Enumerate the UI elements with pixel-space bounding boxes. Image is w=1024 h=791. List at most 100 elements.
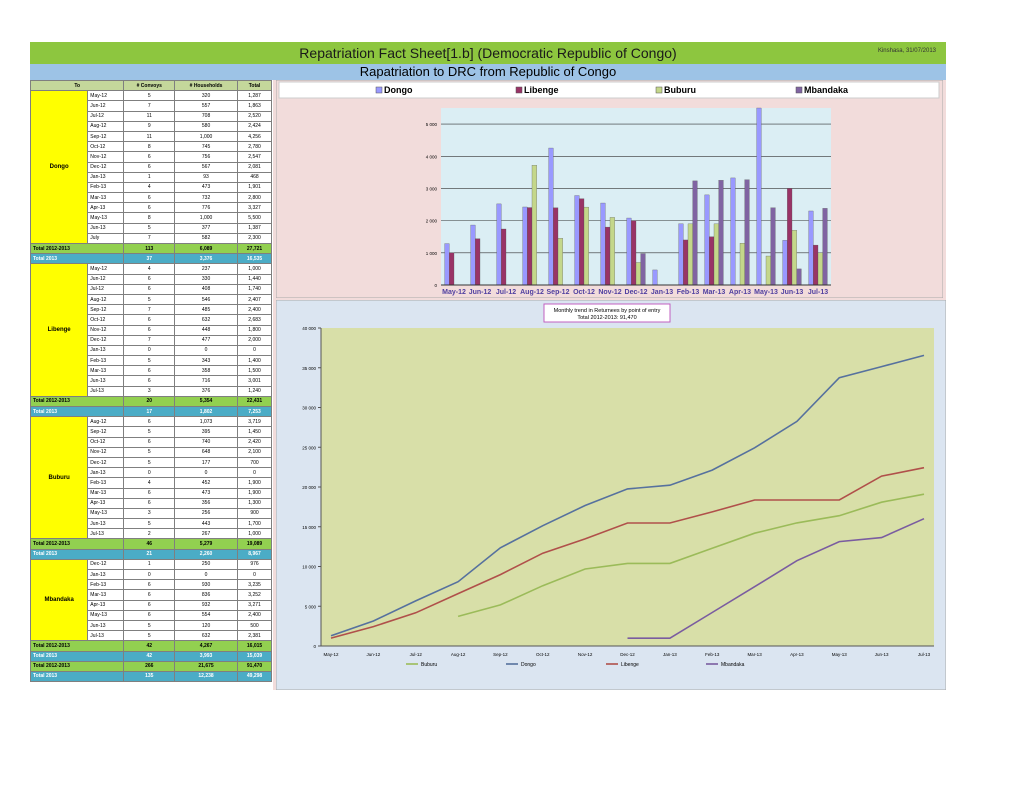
table-cell: 2,420 (237, 436, 272, 448)
bar (600, 202, 606, 286)
table-cell: Sep-12 (87, 426, 125, 438)
table-cell: 700 (237, 456, 272, 469)
table-cell: 632 (174, 630, 239, 642)
total-cell: Total 2012-2013 (29, 640, 125, 652)
total-cell: 20 (123, 395, 176, 408)
chart-subtitle: Total 2012-2013: 91,470 (577, 315, 636, 321)
table-row: Feb-13 5 343 1,400 (31, 355, 272, 367)
footer-cell: Total 2013 (29, 670, 125, 683)
group-cell: Mbandaka (29, 558, 89, 642)
table-cell: 7 (123, 334, 176, 346)
chart-title: Monthly trend in Returnees by point of e… (554, 308, 661, 314)
total-row: Total 2013 21 2,260 8,967 (29, 548, 272, 560)
table-cell: 1,900 (237, 487, 272, 499)
table-cell: 2,381 (237, 630, 272, 642)
bar (678, 223, 684, 286)
total-cell: 2,260 (174, 548, 239, 560)
table-cell: 0 (237, 467, 272, 479)
y-tick-label: 1 000 (426, 251, 438, 256)
table-cell: 2,780 (237, 141, 272, 153)
table-cell: 2,000 (237, 334, 272, 346)
date: Kinshasa, 31/07/2013 (877, 48, 936, 54)
total-cell: 37 (123, 253, 176, 265)
table-cell: Sep-12 (87, 304, 125, 316)
table-cell: 7 (123, 100, 176, 112)
table-cell: Jun-13 (87, 222, 125, 234)
table-row: Feb-13 4 452 1,900 (31, 477, 272, 489)
bar (765, 255, 771, 286)
bar (640, 253, 646, 286)
table-cell: Aug-12 (87, 416, 125, 428)
x-tick-label: Jul-12 (496, 289, 516, 296)
table-cell: 6 (123, 202, 176, 214)
bar (739, 243, 745, 286)
total-row: Total 2012-2013 46 5,279 19,089 (29, 538, 272, 550)
total-cell: 5,354 (174, 395, 239, 408)
table-cell: 473 (174, 181, 239, 194)
table-cell: 580 (174, 120, 239, 132)
total-cell: 4,267 (174, 640, 239, 652)
total-cell: 7,253 (237, 405, 272, 418)
x-tick-label: Nov-12 (578, 652, 593, 657)
table-cell: 6 (123, 375, 176, 387)
x-tick-label: Sep-12 (493, 652, 508, 657)
x-tick-label: Jun-13 (781, 289, 804, 296)
legend-swatch (515, 86, 523, 94)
table-row: Dongo May-12 5 320 1,287 (29, 90, 272, 244)
bar (609, 217, 615, 286)
bar (796, 268, 802, 286)
title: Repatriation Fact Sheet[1.b] (Democratic… (299, 45, 677, 61)
table-cell: 5 (123, 355, 176, 367)
header-cell: To (29, 79, 125, 92)
series-line (457, 493, 925, 618)
table-row: Buburu Aug-12 6 1,073 3,719 (29, 416, 272, 540)
x-tick-label: May-13 (832, 652, 848, 657)
title-box (543, 303, 671, 323)
legend-label: Buburu (664, 85, 696, 95)
legend-swatch (795, 86, 803, 94)
table-cell: 4 (123, 263, 176, 275)
bar (635, 262, 641, 286)
table-cell: 2,424 (237, 120, 272, 132)
table-cell: 6 (123, 599, 176, 611)
table-cell: 5 (123, 518, 176, 530)
table-cell: Jul-13 (87, 528, 125, 540)
table-cell: 5 (123, 630, 176, 642)
x-tick-label: May-12 (323, 652, 339, 657)
table-row: Apr-13 6 356 1,300 (31, 497, 272, 509)
series-line (627, 517, 925, 639)
table-cell: 6 (123, 314, 176, 326)
table-cell: 485 (174, 304, 239, 316)
x-tick-label: Jan-13 (663, 652, 677, 657)
y-tick-label: 10 000 (302, 565, 316, 570)
bar (522, 206, 528, 286)
table-cell: Dec-12 (87, 161, 125, 173)
table-cell: 567 (174, 161, 239, 173)
table-cell: Nov-12 (87, 446, 125, 458)
table-cell: 8 (123, 212, 176, 224)
x-tick-label: Feb-13 (705, 652, 720, 657)
x-tick-label: Apr-13 (729, 289, 751, 296)
table-cell: 1,073 (174, 416, 239, 428)
total-cell: 1,802 (174, 405, 239, 418)
table-cell: 267 (174, 528, 239, 540)
table-cell: Dec-12 (87, 334, 125, 346)
table-cell: Apr-13 (87, 497, 125, 509)
table-cell: 177 (174, 456, 239, 469)
table-cell: 1 (123, 558, 176, 571)
footer-row: Total 2012-2013 266 21,675 91,470 (29, 660, 272, 672)
total-cell: Total 2012-2013 (29, 538, 125, 550)
footer-cell: 21,675 (174, 660, 239, 672)
table-cell: Dec-12 (87, 456, 125, 469)
x-tick-label: Aug-12 (451, 652, 466, 657)
total-cell: 8,967 (237, 548, 272, 560)
total-cell: 17 (123, 405, 176, 418)
bar (501, 228, 507, 286)
bar-chart: Dongo Libenge Buburu Mbandaka 0 1 000 2 000 3 0… (276, 80, 943, 298)
subtitle: Rapatriation to DRC from Republic of Con… (359, 64, 617, 79)
table-cell: 5 (123, 426, 176, 438)
title-bar: Repatriation Fact Sheet[1.b] (Democratic… (30, 42, 946, 64)
footer-cell: 12,238 (174, 670, 239, 683)
table-cell: 1,300 (237, 497, 272, 509)
